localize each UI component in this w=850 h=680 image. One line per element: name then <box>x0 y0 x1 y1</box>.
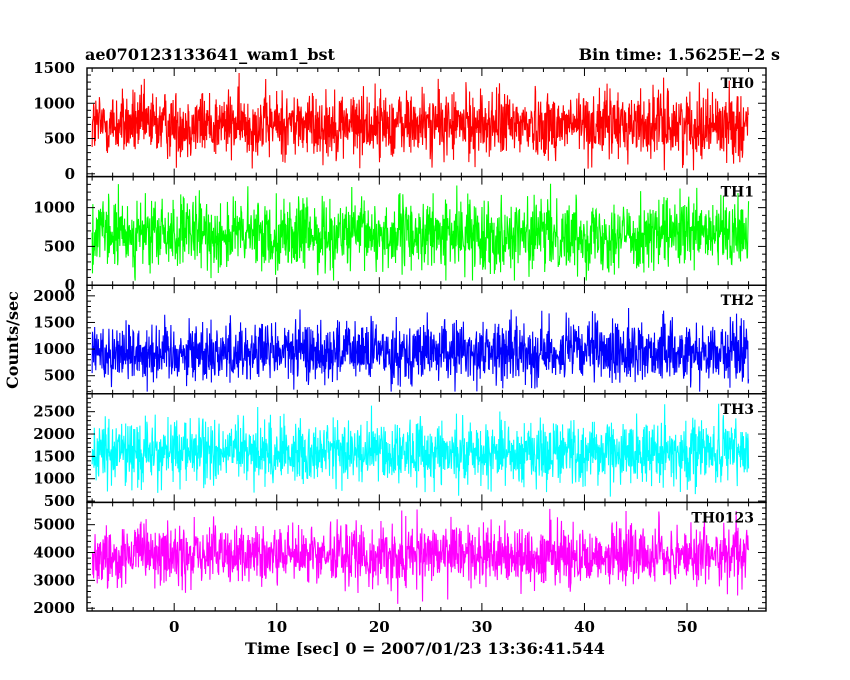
y-tick-label: 1000 <box>33 470 75 488</box>
panel-frame <box>86 501 767 612</box>
y-tick-label: 4000 <box>33 544 75 562</box>
y-tick-label: 2000 <box>33 425 75 443</box>
bin-time-label: Bin time: 1.5625E−2 s <box>579 45 780 64</box>
series-th1 <box>91 183 750 281</box>
panel-th3: 500 1000 1500 2000 2500 TH3 <box>33 393 767 510</box>
y-tick-label: 3000 <box>33 571 75 589</box>
y-tick-label: 1500 <box>33 313 75 331</box>
y-tick-label: 0 <box>65 276 75 294</box>
panels: 0 500 1000 1500 TH0 0 500 1000 TH1 500 1000 1500 200… <box>33 59 767 617</box>
figure-title: ae070123133641_wam1_bst <box>85 45 336 64</box>
series-th0123 <box>91 508 750 604</box>
x-tick-label: 10 <box>266 618 287 636</box>
series-th3 <box>91 403 750 497</box>
y-tick-label: 1500 <box>33 59 75 77</box>
x-tick-label: 0 <box>169 618 179 636</box>
panel-label-th1: TH1 <box>721 185 754 201</box>
y-axis-label: Counts/sec <box>3 291 22 389</box>
series-th2 <box>91 307 750 392</box>
x-tick-label: 20 <box>369 618 390 636</box>
panel-th1: 0 500 1000 TH1 <box>33 175 767 294</box>
x-tick-label: 40 <box>574 618 595 636</box>
panel-label-th0: TH0 <box>721 76 755 92</box>
y-tick-label: 500 <box>44 367 75 385</box>
x-axis-label: Time [sec] 0 = 2007/01/23 13:36:41.544 <box>245 639 605 658</box>
y-tick-label: 1000 <box>33 340 75 358</box>
panel-th0123: 2000 3000 4000 5000 TH0123 <box>33 501 767 617</box>
y-tick-label: 2000 <box>33 599 75 617</box>
y-tick-label: 500 <box>44 492 75 510</box>
y-tick-label: 2500 <box>33 403 75 421</box>
y-tick-label: 1500 <box>33 447 75 465</box>
series-th0 <box>91 72 750 171</box>
y-tick-label: 1000 <box>33 94 75 112</box>
x-tick-label: 30 <box>471 618 492 636</box>
y-tick-label: 0 <box>65 165 75 183</box>
x-tick-label: 50 <box>677 618 698 636</box>
panel-label-th3: TH3 <box>721 402 754 418</box>
y-tick-label: 500 <box>44 130 75 148</box>
panel-th0: 0 500 1000 1500 TH0 <box>33 59 767 183</box>
y-tick-label: 5000 <box>33 516 75 534</box>
panel-th2: 500 1000 1500 2000 TH2 <box>33 284 767 395</box>
x-axis: 0 10 20 30 40 50 <box>169 618 697 636</box>
panel-label-th2: TH2 <box>721 293 754 309</box>
panel-label-th0123: TH0123 <box>691 510 754 526</box>
y-tick-label: 500 <box>44 237 75 255</box>
y-tick-label: 2000 <box>33 287 75 305</box>
y-tick-label: 1000 <box>33 199 75 217</box>
